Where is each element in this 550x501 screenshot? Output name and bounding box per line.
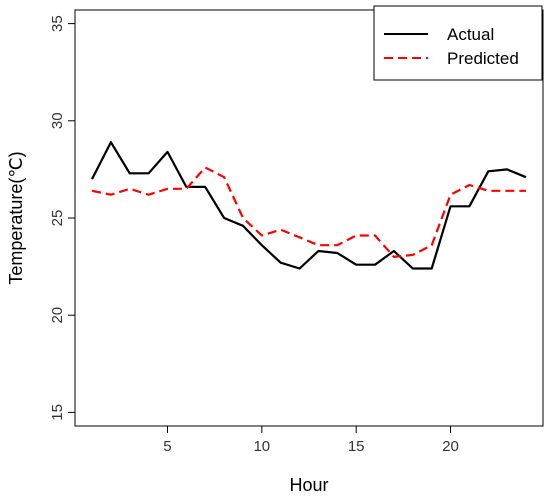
x-axis-title: Hour (289, 475, 328, 495)
legend-label-actual: Actual (447, 25, 494, 44)
y-tick-label: 35 (49, 15, 66, 32)
legend: Actual Predicted (373, 5, 543, 81)
legend-box (373, 5, 543, 81)
x-tick-label: 20 (442, 438, 459, 455)
x-tick-label: 15 (348, 438, 365, 455)
x-tick-label: 5 (163, 438, 171, 455)
y-tick-label: 15 (49, 404, 66, 421)
legend-label-predicted: Predicted (447, 49, 519, 68)
y-axis: 15 20 25 30 35 (49, 15, 75, 421)
y-tick-label: 20 (49, 307, 66, 324)
y-axis-title: Temperature(℃) (6, 151, 26, 284)
series-line-actual (91, 141, 527, 270)
x-axis: 5 10 15 20 (163, 426, 459, 455)
y-tick-label: 25 (49, 210, 66, 227)
y-tick-label: 30 (49, 112, 66, 129)
x-tick-label: 10 (253, 438, 270, 455)
series-line-predicted (91, 166, 526, 258)
series-lines (91, 141, 527, 270)
